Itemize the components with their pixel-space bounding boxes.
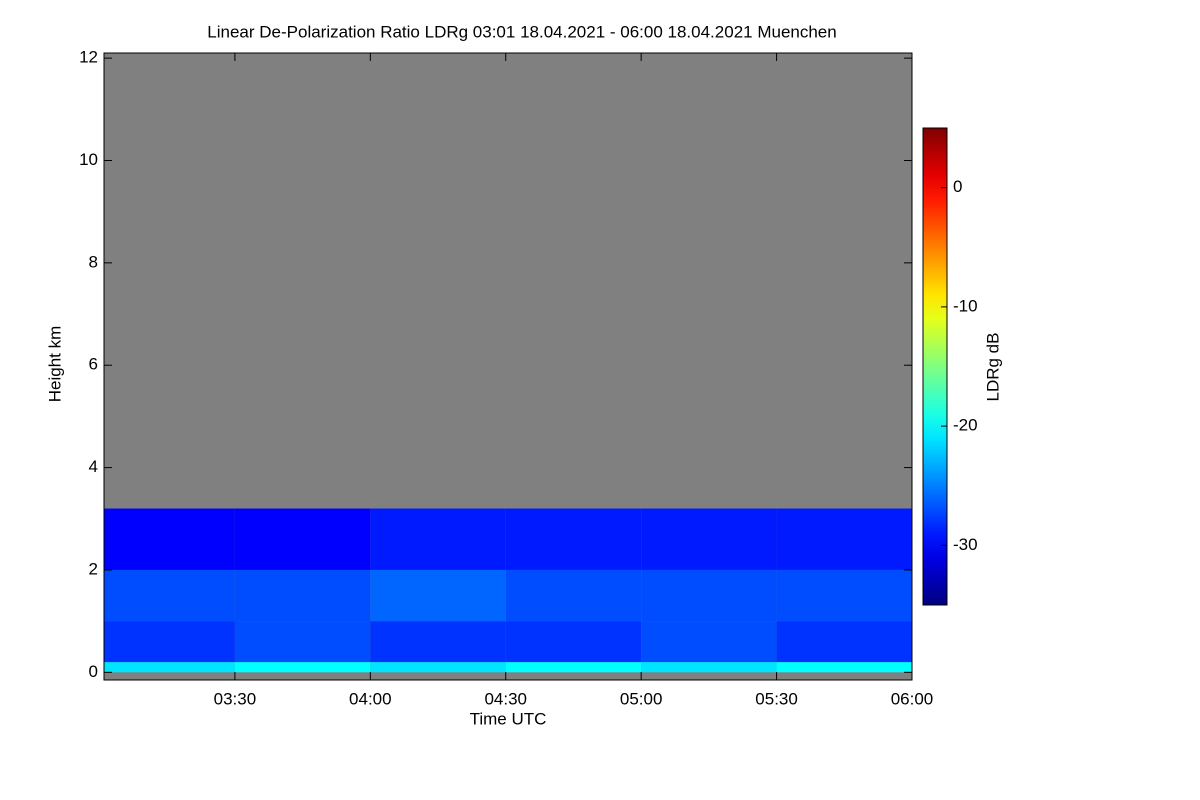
colorbar-tick-label: -20	[953, 416, 978, 435]
heatmap-cell	[370, 508, 506, 570]
heatmap-cell	[776, 621, 912, 663]
y-tick-label: 12	[79, 48, 98, 67]
y-axis-label: Height km	[45, 326, 64, 403]
heatmap-cell	[505, 662, 642, 673]
heatmap-cell	[641, 508, 777, 570]
heatmap-cell	[104, 508, 235, 570]
x-tick-label: 06:00	[891, 689, 934, 708]
heatmap-cell	[641, 621, 777, 663]
heatmap-cell	[370, 569, 506, 622]
y-tick-label: 0	[89, 662, 98, 681]
heatmap-cell	[104, 662, 235, 673]
x-tick-label: 03:30	[214, 689, 257, 708]
heatmap-cell	[776, 662, 912, 673]
heatmap-cell	[776, 569, 912, 622]
heatmap-cell	[641, 662, 777, 673]
colorbar-tick-label: 0	[953, 177, 962, 196]
colorbar-label: LDRg dB	[983, 333, 1002, 402]
colorbar	[922, 127, 948, 606]
heatmap-cell	[234, 508, 371, 570]
heatmap-cell	[505, 621, 642, 663]
heatmap-cell	[776, 508, 912, 570]
x-tick-label: 04:30	[484, 689, 527, 708]
y-tick-label: 8	[89, 252, 98, 271]
heatmap-cell	[505, 508, 642, 570]
chart-title: Linear De-Polarization Ratio LDRg 03:01 …	[207, 22, 836, 41]
x-tick-label: 05:30	[755, 689, 798, 708]
heatmap-cell	[234, 569, 371, 622]
heatmap-cell	[370, 621, 506, 663]
y-tick-label: 4	[89, 457, 98, 476]
heatmap-cell	[104, 621, 235, 663]
x-tick-label: 05:00	[620, 689, 663, 708]
heatmap-cell	[370, 662, 506, 673]
plot-frame	[103, 52, 913, 681]
x-axis-label: Time UTC	[470, 709, 547, 728]
heatmap-cell	[641, 569, 777, 622]
heatmap-cell	[505, 569, 642, 622]
heatmap-cell	[234, 662, 371, 673]
colorbar-tick-label: -10	[953, 296, 978, 315]
y-tick-label: 6	[89, 355, 98, 374]
heatmap-cell	[234, 621, 371, 663]
x-tick-label: 04:00	[349, 689, 392, 708]
y-tick-label: 10	[79, 150, 98, 169]
heatmap-cell	[104, 569, 235, 622]
colorbar-tick-label: -30	[953, 535, 978, 554]
y-tick-label: 2	[89, 559, 98, 578]
